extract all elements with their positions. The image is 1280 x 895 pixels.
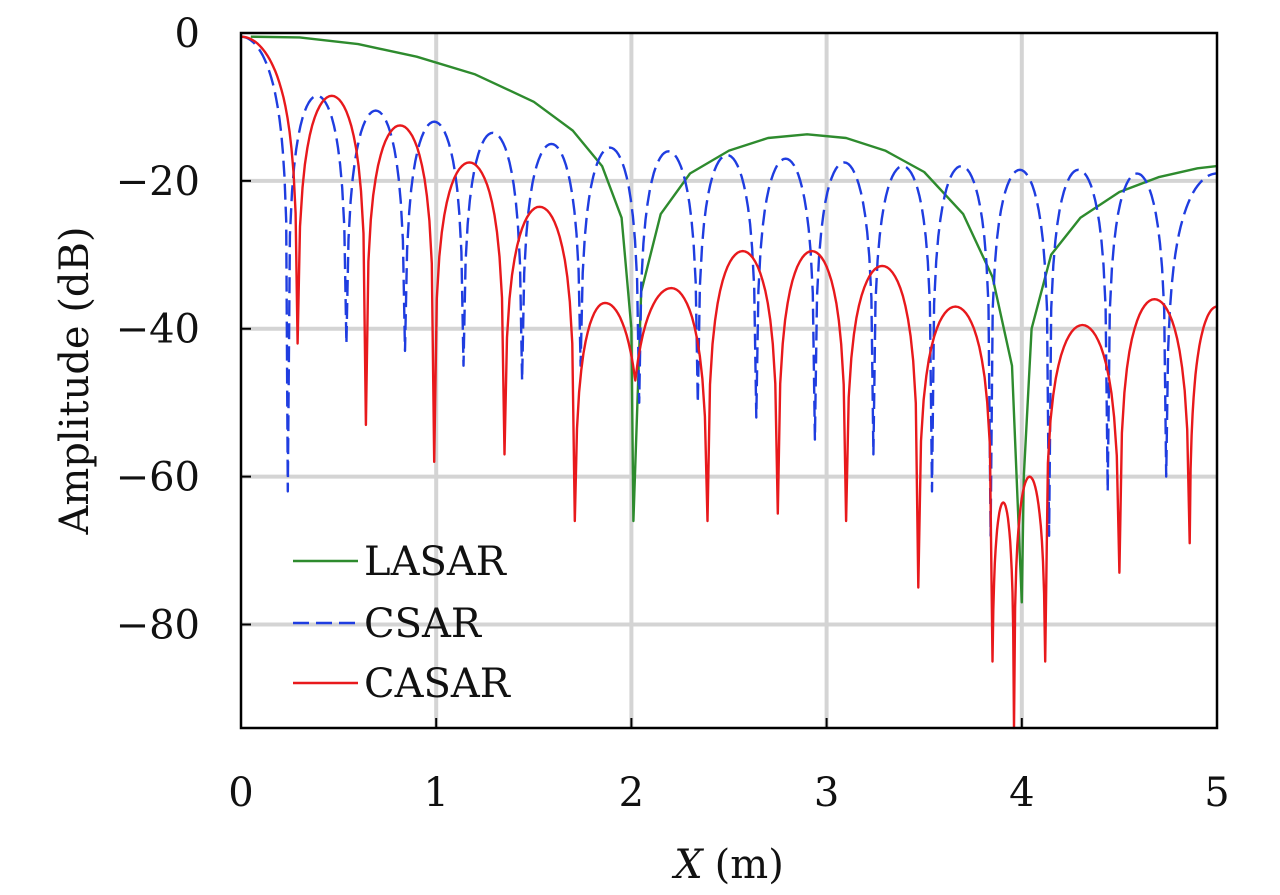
x-tick-label: 0 [228, 770, 253, 816]
legend-label-casar: CASAR [364, 661, 512, 707]
x-axis-label: X (m) [671, 842, 784, 888]
x-tick-label: 2 [619, 770, 644, 816]
y-tick-label: −60 [116, 455, 200, 501]
y-axis-label: Amplitude (dB) [52, 226, 98, 535]
legend-label-lasar: LASAR [364, 539, 508, 585]
x-axis-variable: X [671, 842, 704, 888]
series-lines [240, 35, 1218, 730]
plot-frame [239, 31, 1219, 730]
series-line-lasar [250, 35, 1218, 604]
x-tick-label: 4 [1009, 770, 1034, 816]
y-tick-label: 0 [175, 11, 200, 57]
x-tick-label: 1 [423, 770, 448, 816]
series-line-csar [240, 35, 1218, 537]
y-tick-label: −40 [116, 307, 200, 353]
legend-label-csar: CSAR [364, 601, 483, 647]
y-tick-label: −80 [116, 602, 200, 648]
x-tick-label: 3 [814, 770, 839, 816]
x-axis-unit: (m) [715, 842, 784, 888]
legend: LASAR CSAR CASAR [293, 539, 512, 707]
axis-ticks: 0 1 2 3 4 5 0 −20 −40 −60 −80 [116, 11, 1230, 816]
series-line-casar [240, 35, 1218, 730]
x-tick-label: 5 [1204, 770, 1229, 816]
y-tick-label: −20 [116, 159, 200, 205]
